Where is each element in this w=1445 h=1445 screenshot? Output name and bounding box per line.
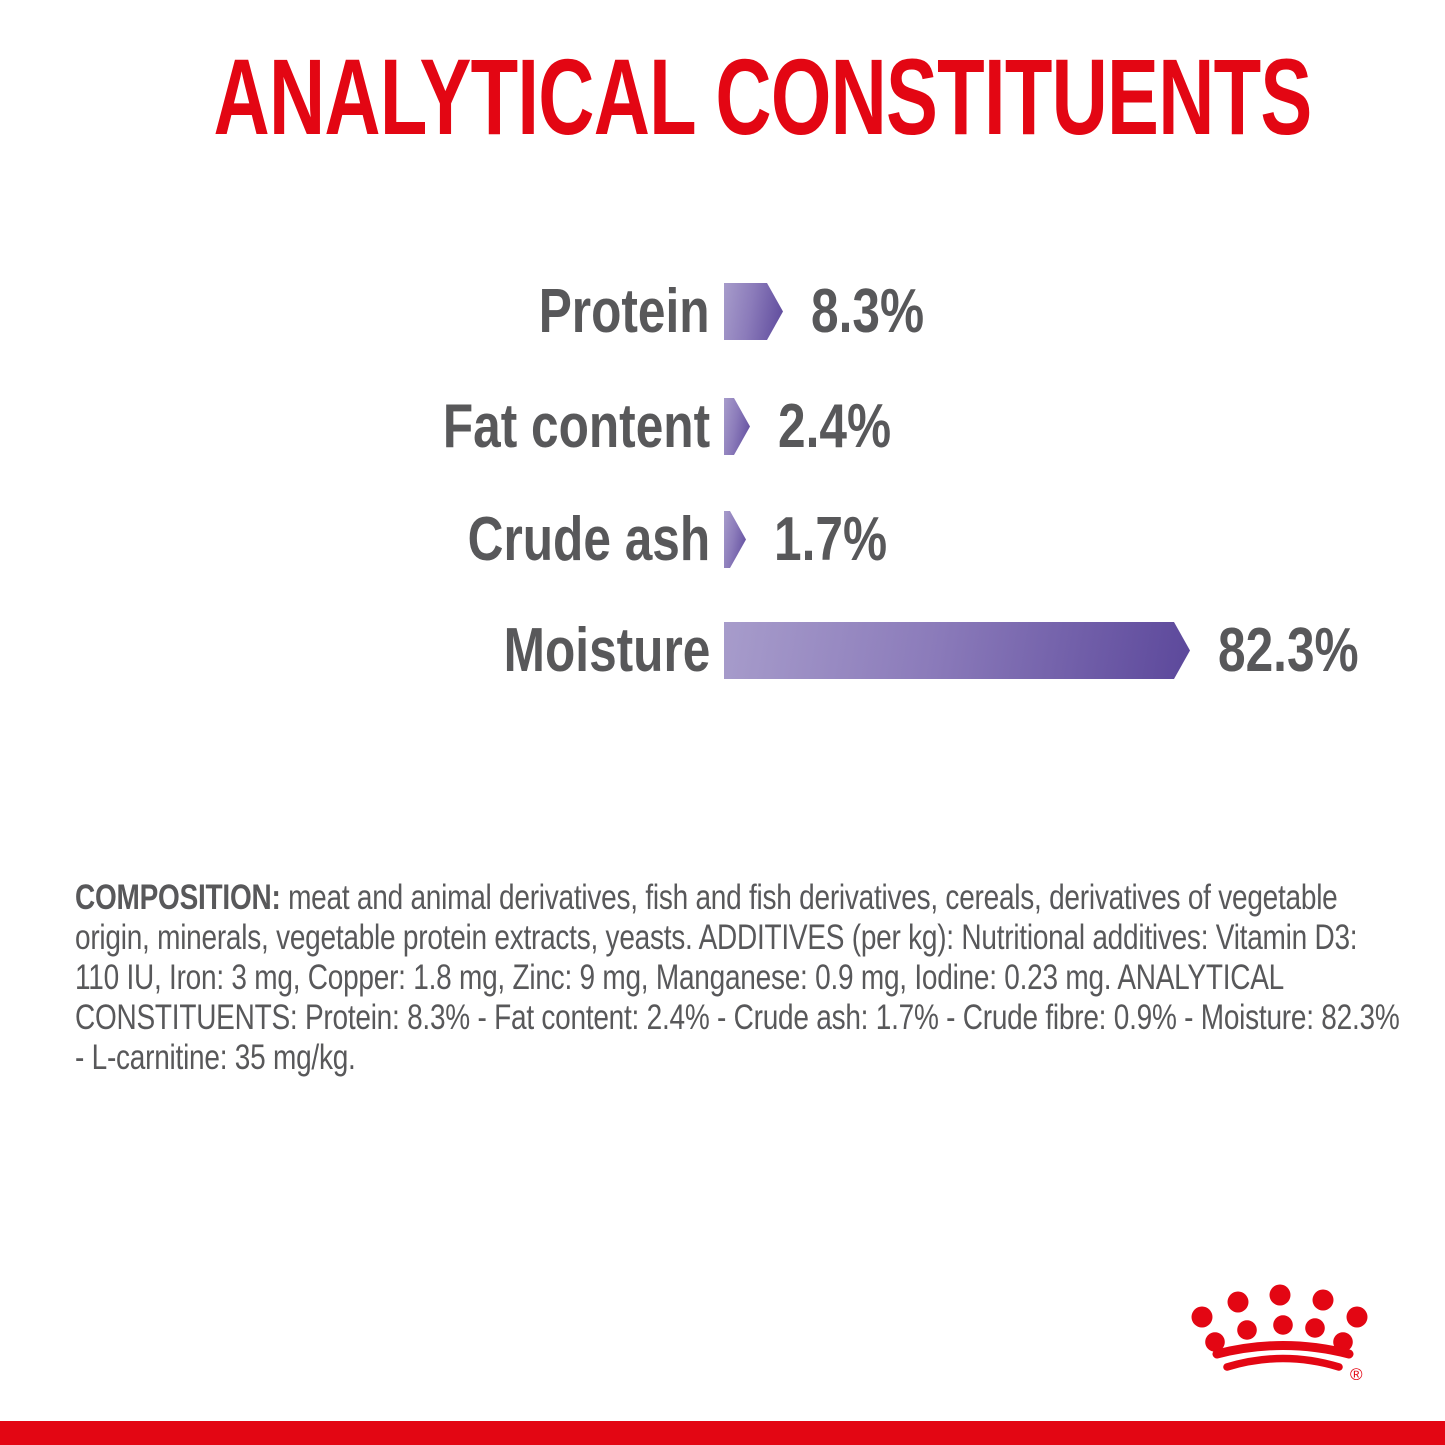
page-title-text: ANALYTICAL CONSTITUENTS (213, 36, 1313, 157)
fat-content-bar (724, 398, 750, 455)
composition-paragraph: COMPOSITION: meat and animal derivatives… (75, 878, 1435, 1078)
moisture-bar (724, 622, 1190, 679)
protein-value: 8.3% (811, 277, 925, 346)
crude-ash-value: 1.7% (774, 505, 888, 574)
crude-ash-bar (724, 511, 746, 568)
composition-text: meat and animal derivatives, fish and fi… (75, 878, 1400, 1077)
moisture-value: 82.3% (1218, 616, 1359, 685)
crown-arcs (1212, 1341, 1354, 1371)
chart-row-moisture: Moisture 82.3% (0, 616, 1445, 685)
royal-canin-logo: ® (1191, 1284, 1368, 1384)
fat-content-value: 2.4% (778, 392, 892, 461)
protein-bar (724, 283, 783, 340)
row-label-crude-ash: Crude ash (467, 505, 710, 574)
composition-label: COMPOSITION: (75, 878, 281, 917)
chart-row-crude-ash: Crude ash 1.7% (0, 505, 1445, 574)
chart-row-fat-content: Fat content 2.4% (0, 392, 1445, 461)
crown-dots (1191, 1284, 1368, 1352)
row-label-moisture: Moisture (503, 616, 710, 685)
row-label-fat-content: Fat content (442, 392, 710, 461)
page-title: ANALYTICAL CONSTITUENTS (0, 32, 1445, 162)
bottom-red-bar (0, 1421, 1445, 1445)
chart-row-protein: Protein 8.3% (0, 277, 1445, 346)
row-label-protein: Protein (539, 277, 710, 346)
registered-trademark-icon: ® (1350, 1365, 1363, 1384)
